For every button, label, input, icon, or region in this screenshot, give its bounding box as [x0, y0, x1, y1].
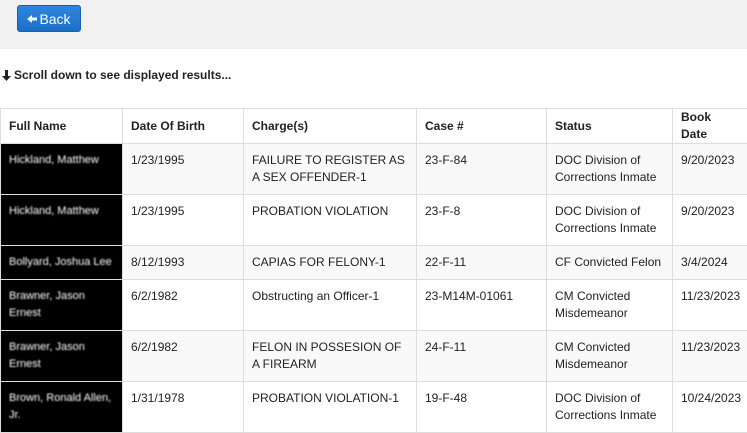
- table-row[interactable]: Brawner, Jason Ernest 6/2/1982 Obstructi…: [1, 280, 747, 331]
- status-cell: CM Convicted Misdemeanor: [547, 331, 673, 382]
- full-name-cell[interactable]: Bollyard, Joshua Lee: [1, 246, 123, 280]
- full-name-cell[interactable]: Hickland, Matthew: [1, 195, 123, 246]
- charge-cell: PROBATION VIOLATION: [244, 195, 417, 246]
- dob-cell: 6/2/1982: [123, 331, 244, 382]
- full-name-cell[interactable]: Hickland, Matthew: [1, 144, 123, 195]
- status-cell: CF Convicted Felon: [547, 246, 673, 280]
- full-name-cell[interactable]: Brown, Ronald Allen, Jr.: [1, 382, 123, 433]
- arrow-down-icon: [2, 70, 11, 81]
- table-row[interactable]: Hickland, Matthew 1/23/1995 FAILURE TO R…: [1, 144, 747, 195]
- book-date-cell: 3/4/2024: [673, 246, 747, 280]
- column-header-date-of-birth[interactable]: Date Of Birth: [123, 109, 244, 144]
- book-date-cell: 10/24/2023: [673, 382, 747, 433]
- charge-cell: CAPIAS FOR FELONY-1: [244, 246, 417, 280]
- dob-cell: 1/31/1978: [123, 382, 244, 433]
- full-name-text: Bollyard, Joshua Lee: [9, 254, 114, 271]
- dob-cell: 6/2/1982: [123, 280, 244, 331]
- table-row[interactable]: Bollyard, Joshua Lee 8/12/1993 CAPIAS FO…: [1, 246, 747, 280]
- case-cell: 22-F-11: [417, 246, 547, 280]
- back-button-label: Back: [39, 11, 70, 27]
- book-date-cell: 11/23/2023: [673, 331, 747, 382]
- status-cell: DOC Division of Corrections Inmate: [547, 144, 673, 195]
- book-date-cell: 9/20/2023: [673, 195, 747, 246]
- top-toolbar: Back: [0, 0, 747, 49]
- case-cell: 19-F-48: [417, 382, 547, 433]
- full-name-text: Brawner, Jason Ernest: [9, 288, 114, 322]
- full-name-cell[interactable]: Brawner, Jason Ernest: [1, 280, 123, 331]
- charge-cell: Obstructing an Officer-1: [244, 280, 417, 331]
- full-name-text: Brawner, Jason Ernest: [9, 339, 114, 373]
- column-header-full-name[interactable]: Full Name: [1, 109, 123, 144]
- table-row[interactable]: Brown, Ronald Allen, Jr. 1/31/1978 PROBA…: [1, 382, 747, 433]
- charge-cell: FELON IN POSSESION OF A FIREARM: [244, 331, 417, 382]
- charge-cell: PROBATION VIOLATION-1: [244, 382, 417, 433]
- case-cell: 23-M14M-01061: [417, 280, 547, 331]
- case-cell: 23-F-8: [417, 195, 547, 246]
- case-cell: 23-F-84: [417, 144, 547, 195]
- charge-cell: FAILURE TO REGISTER AS A SEX OFFENDER-1: [244, 144, 417, 195]
- book-date-cell: 11/23/2023: [673, 280, 747, 331]
- dob-cell: 1/23/1995: [123, 195, 244, 246]
- dob-cell: 1/23/1995: [123, 144, 244, 195]
- full-name-text: Hickland, Matthew: [9, 152, 114, 169]
- table-row[interactable]: Brawner, Jason Ernest 6/2/1982 FELON IN …: [1, 331, 747, 382]
- table-header-row: Full Name Date Of Birth Charge(s) Case #…: [1, 109, 747, 144]
- results-table: Full Name Date Of Birth Charge(s) Case #…: [0, 108, 747, 433]
- column-header-status[interactable]: Status: [547, 109, 673, 144]
- column-header-case-number[interactable]: Case #: [417, 109, 547, 144]
- full-name-text: Brown, Ronald Allen, Jr.: [9, 390, 114, 424]
- column-header-book-date[interactable]: Book Date: [673, 109, 747, 144]
- column-header-charges[interactable]: Charge(s): [244, 109, 417, 144]
- status-cell: CM Convicted Misdemeanor: [547, 280, 673, 331]
- book-date-cell: 9/20/2023: [673, 144, 747, 195]
- back-button[interactable]: Back: [17, 5, 81, 32]
- scroll-notice-text: Scroll down to see displayed results...: [14, 68, 231, 82]
- table-row[interactable]: Hickland, Matthew 1/23/1995 PROBATION VI…: [1, 195, 747, 246]
- arrow-left-icon: [27, 14, 37, 24]
- scroll-notice: Scroll down to see displayed results...: [2, 68, 231, 82]
- status-cell: DOC Division of Corrections Inmate: [547, 195, 673, 246]
- full-name-cell[interactable]: Brawner, Jason Ernest: [1, 331, 123, 382]
- case-cell: 24-F-11: [417, 331, 547, 382]
- dob-cell: 8/12/1993: [123, 246, 244, 280]
- full-name-text: Hickland, Matthew: [9, 203, 114, 220]
- status-cell: DOC Division of Corrections Inmate: [547, 382, 673, 433]
